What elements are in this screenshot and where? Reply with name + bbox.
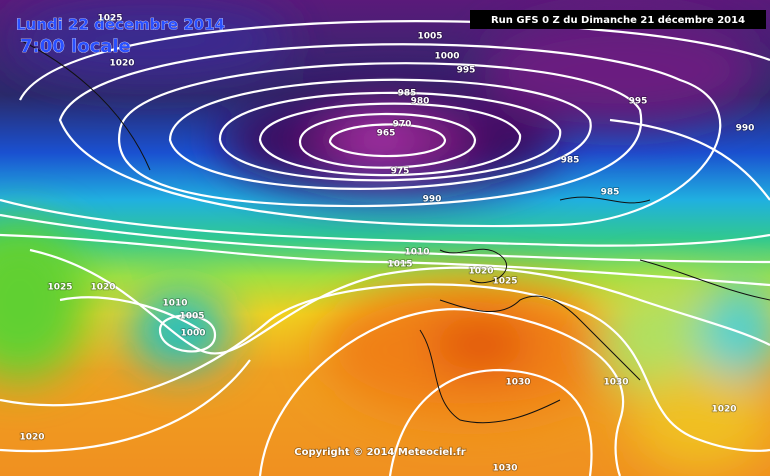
isobar-label: 1020 [90,283,115,293]
isobar-label: 1010 [162,299,187,309]
isobar-label: 1020 [19,433,44,443]
isobar-label: 1030 [505,378,530,388]
isobar-label: 1020 [109,59,134,69]
isobar-label: 1030 [492,464,517,474]
run-box [470,10,766,29]
isobar-label: 985 [601,188,620,198]
isobar-label: 1020 [711,405,736,415]
isobar-label: 1030 [603,378,628,388]
isobar-label: 1000 [180,329,205,339]
isobar-label: 995 [457,66,476,76]
isobar-label: 1005 [417,32,442,42]
isobar-label: 980 [411,97,430,107]
isobar-label: 975 [391,167,410,177]
copyright: Copyright © 2014 Meteociel.fr [294,447,465,458]
isobar-label: 1000 [434,52,459,62]
isobar-label: 1015 [387,260,412,270]
isobar-label: 965 [377,129,396,139]
isobar-label: 990 [423,195,442,205]
isobar-label: 1025 [97,14,122,24]
coastlines [19,39,770,424]
isobar-label: 1025 [492,277,517,287]
run-info: Run GFS 0 Z du Dimanche 21 décembre 2014 [491,14,745,26]
isobar-label: 1020 [468,267,493,277]
isobar-label: 1005 [179,312,204,322]
date-label: Lundi 22 décembre 2014 [16,16,225,34]
isobar-label: 995 [629,97,648,107]
isobar-label: 985 [561,156,580,166]
time-label: 7:00 locale [20,36,131,57]
isobar-label: 990 [736,124,755,134]
isobar-label: 1025 [47,283,72,293]
isobar-label: 970 [393,120,412,130]
isobar-label: 985 [398,89,417,99]
isobar-label: 1010 [404,248,429,258]
